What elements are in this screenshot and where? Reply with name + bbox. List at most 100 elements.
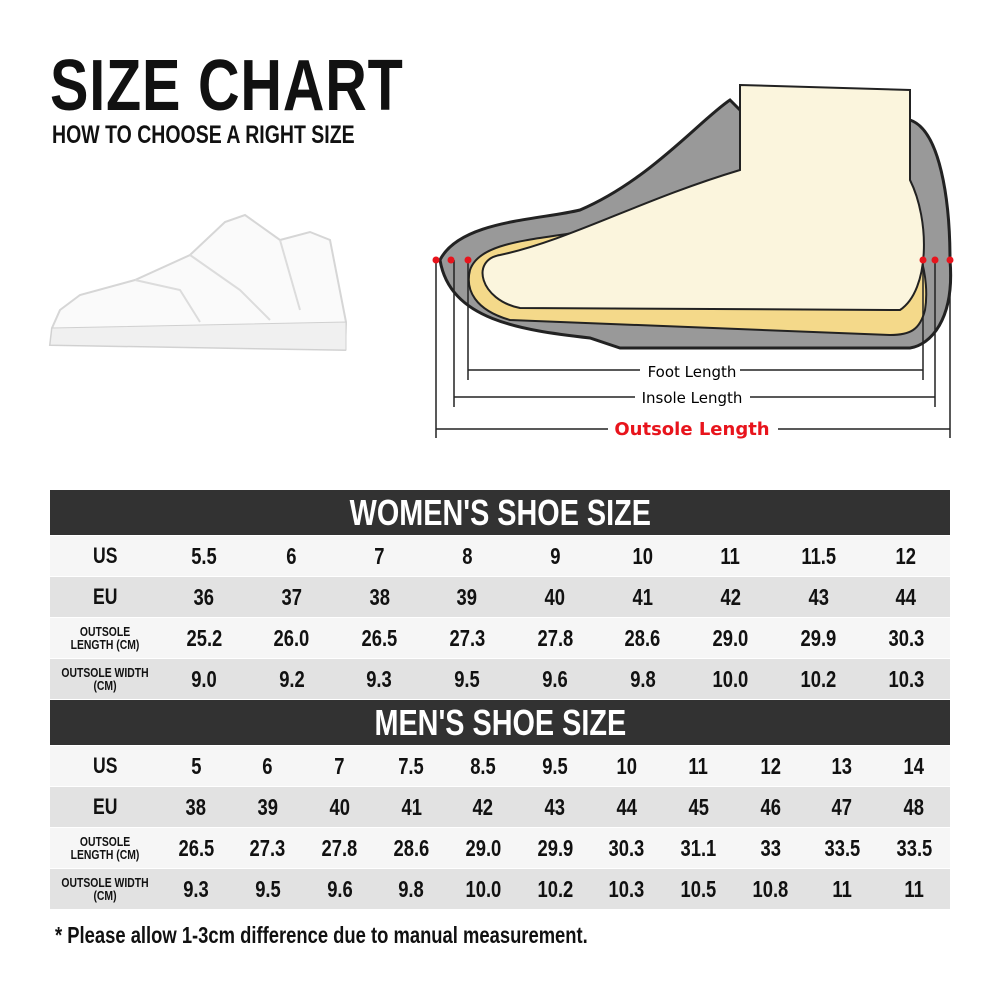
table-cell: 5: [160, 753, 232, 780]
table-cell: 11: [878, 876, 950, 903]
cell-value: 5.5: [191, 542, 217, 569]
row-label-text: OUTSOLE WIDTH (CM): [61, 665, 149, 693]
table-cell: 27.3: [232, 835, 304, 862]
table-cell: 28.6: [375, 835, 447, 862]
table-cell: 29.0: [447, 835, 519, 862]
row-label-text: OUTSOLE WIDTH (CM): [61, 875, 149, 903]
cell-value: 9.3: [366, 665, 393, 692]
table-cell: 46: [735, 794, 807, 821]
table-cell: 8: [423, 543, 511, 570]
cell-value: 29.9: [537, 834, 573, 861]
outsole-length-label: Outsole Length: [614, 419, 769, 440]
women-size-table: WOMEN'S SHOE SIZE US 5.5 6 7 8 9 10 11 11.5 12 EU 36…: [50, 490, 950, 699]
cell-value: 7: [374, 542, 385, 569]
table-row: US 5 6 7 7.5 8.5 9.5 10 11 12 13 14: [50, 746, 950, 786]
cell-value: 9.8: [398, 875, 425, 902]
cell-value: 10.0: [465, 875, 502, 902]
men-size-table: MEN'S SHOE SIZE US 5 6 7 7.5 8.5 9.5 10 11 12 13 14 E…: [50, 700, 950, 909]
table-cell: 11: [806, 876, 878, 903]
cell-value: 8: [462, 542, 473, 569]
cell-value: 9.2: [278, 665, 305, 692]
page-subtitle: HOW TO CHOOSE A RIGHT SIZE: [52, 121, 355, 149]
table-cell: 9.6: [304, 876, 376, 903]
row-label: OUTSOLE WIDTH (CM): [50, 666, 160, 692]
row-label-text: EU: [92, 584, 118, 609]
cell-value: 9.8: [629, 665, 656, 692]
cell-value: 8.5: [470, 752, 496, 779]
table-cell: 9.0: [160, 666, 248, 693]
table-cell: 12: [862, 543, 950, 570]
table-cell: 9.2: [248, 666, 336, 693]
table-cell: 37: [248, 584, 336, 611]
table-row: OUTSOLE LENGTH (CM) 25.2 26.0 26.5 27.3 27.8 2…: [50, 618, 950, 658]
table-cell: 45: [663, 794, 735, 821]
table-cell: 10.3: [862, 666, 950, 693]
cell-value: 30.3: [888, 624, 925, 651]
table-cell: 48: [878, 794, 950, 821]
table-cell: 27.8: [511, 625, 599, 652]
cell-value: 6: [286, 542, 297, 569]
row-label-text: EU: [92, 794, 118, 819]
table-row: OUTSOLE WIDTH (CM) 9.0 9.2 9.3 9.5 9.6 9.8 10.0…: [50, 659, 950, 699]
table-cell: 41: [599, 584, 687, 611]
cell-value: 13: [831, 752, 853, 779]
table-cell: 29.0: [687, 625, 775, 652]
table-cell: 42: [447, 794, 519, 821]
cell-value: 27.3: [449, 624, 486, 651]
table-cell: 33: [735, 835, 807, 862]
table-cell: 10.2: [774, 666, 862, 693]
foot-measurement-diagram: Foot Length Insole Length Outsole Length: [432, 83, 954, 440]
table-cell: 12: [735, 753, 807, 780]
cell-value: 25.2: [185, 624, 222, 651]
cell-value: 12: [760, 752, 781, 779]
cell-value: 33.5: [896, 834, 932, 861]
cell-value: 28.6: [393, 834, 430, 861]
cell-value: 41: [401, 793, 422, 820]
row-label-text: US: [92, 543, 118, 568]
cell-value: 10.2: [800, 665, 837, 692]
cell-value: 45: [688, 793, 709, 820]
cell-value: 7: [334, 752, 345, 779]
cell-value: 41: [632, 583, 654, 610]
table-cell: 39: [423, 584, 511, 611]
table-cell: 33.5: [878, 835, 950, 862]
table-cell: 44: [862, 584, 950, 611]
cell-value: 9.5: [542, 752, 568, 779]
table-cell: 6: [232, 753, 304, 780]
table-cell: 38: [336, 584, 424, 611]
table-cell: 10.0: [447, 876, 519, 903]
cell-value: 33: [760, 834, 781, 861]
insole-length-label: Insole Length: [642, 389, 743, 407]
table-cell: 10.5: [663, 876, 735, 903]
cell-value: 29.0: [465, 834, 502, 861]
table-cell: 7: [304, 753, 376, 780]
table-cell: 13: [806, 753, 878, 780]
table-cell: 29.9: [774, 625, 862, 652]
table-cell: 30.3: [591, 835, 663, 862]
sneaker-image: [48, 213, 348, 352]
cell-value: 42: [720, 583, 741, 610]
cell-value: 5: [190, 752, 202, 779]
cell-value: 29.9: [800, 624, 837, 651]
table-row: OUTSOLE LENGTH (CM) 26.5 27.3 27.8 28.6 29.0 2…: [50, 828, 950, 868]
page-title: SIZE CHART: [50, 46, 404, 126]
table-row: US 5.5 6 7 8 9 10 11 11.5 12: [50, 536, 950, 576]
table-cell: 42: [687, 584, 775, 611]
cell-value: 10.8: [752, 875, 789, 902]
table-cell: 9.5: [232, 876, 304, 903]
row-label: EU: [50, 584, 160, 610]
cell-value: 38: [369, 583, 390, 610]
cell-value: 9.0: [191, 665, 217, 692]
row-label: US: [50, 543, 160, 569]
table-cell: 7: [336, 543, 424, 570]
cell-value: 10.0: [712, 665, 749, 692]
cell-value: 39: [456, 583, 478, 610]
table-cell: 10.8: [735, 876, 807, 903]
cell-value: 30.3: [608, 834, 645, 861]
men-table-header: MEN'S SHOE SIZE: [50, 700, 950, 745]
cell-value: 37: [281, 583, 302, 610]
table-cell: 10: [591, 753, 663, 780]
row-label: EU: [50, 794, 160, 820]
cell-value: 44: [895, 583, 917, 610]
row-label: OUTSOLE LENGTH (CM): [50, 835, 160, 861]
